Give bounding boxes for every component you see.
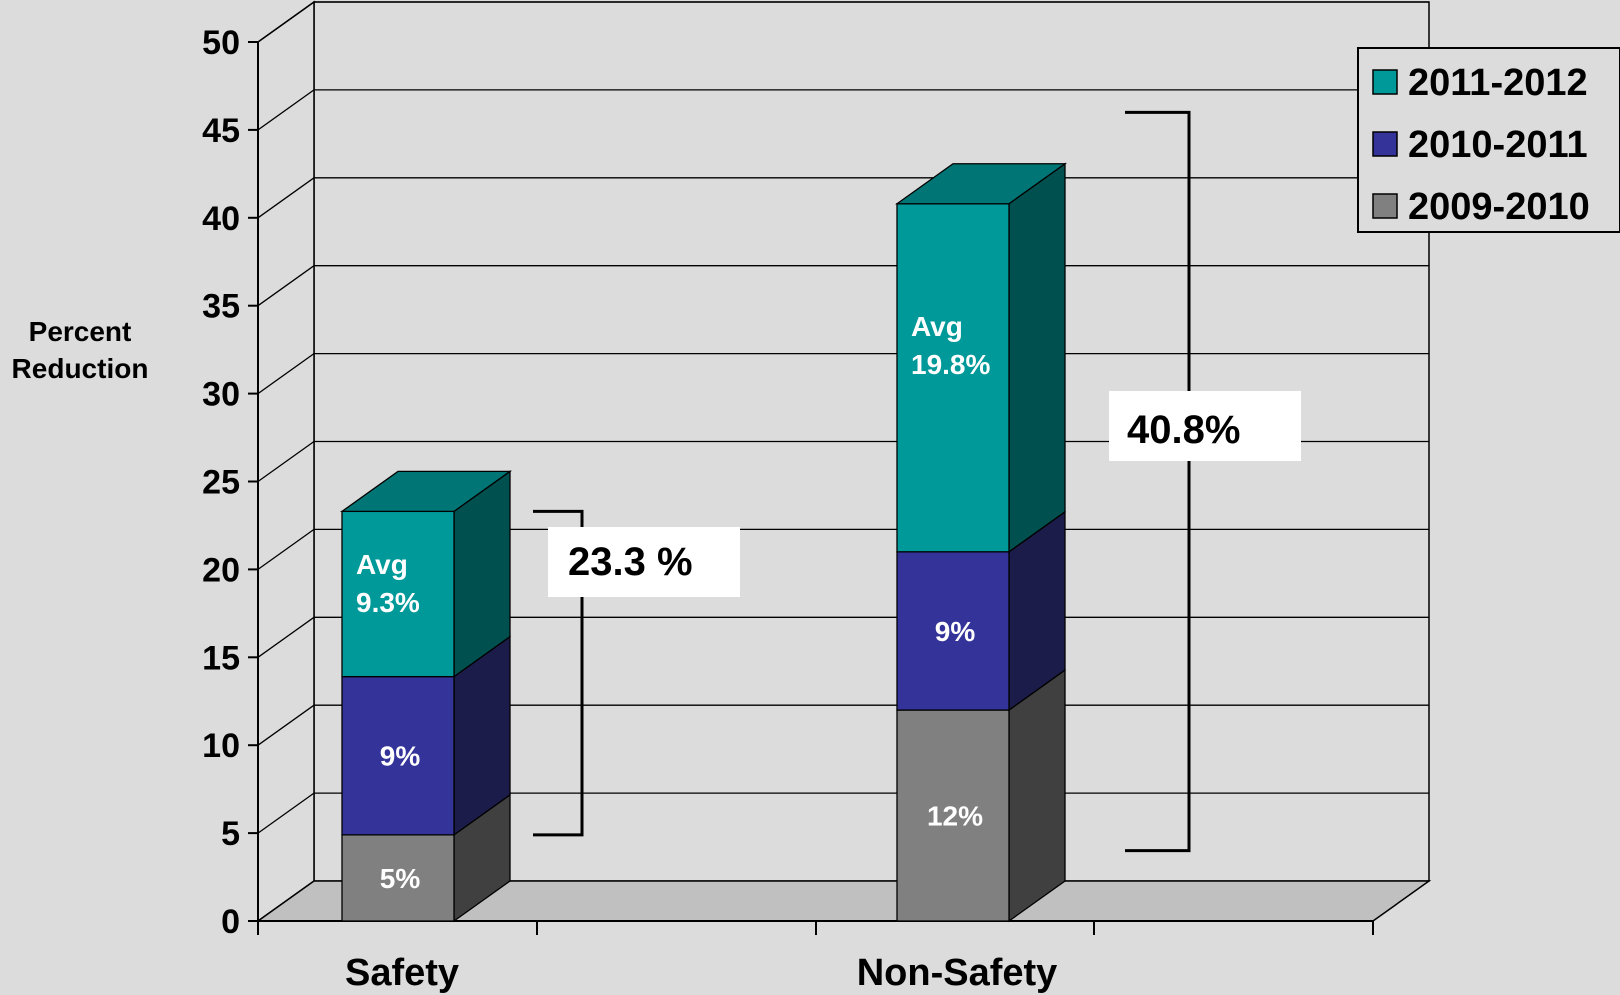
total-label: 40.8% [1127, 408, 1240, 452]
total-bracket [533, 509, 584, 837]
bars: 5% 9% Avg 9.3% 12% 9% Avg 19.8% [339, 162, 1068, 923]
y-tick-label: 20 [202, 551, 240, 589]
total-label-box [548, 527, 740, 597]
grid-line-side [257, 616, 315, 658]
x-category-label: Non-Safety [857, 952, 1058, 994]
bar-segment-2009-2010 [896, 709, 1010, 922]
y-tick-label: 15 [202, 639, 240, 677]
bar-side-2009-2010 [1008, 668, 1066, 923]
bar-data-label: 12% [927, 801, 983, 832]
bar-data-label: Avg [911, 311, 963, 342]
x-axis-categories: Safety Non-Safety [345, 952, 1057, 994]
bar-data-label: 5% [380, 863, 421, 894]
bar-segment-2009-2010 [341, 834, 455, 922]
y-tick-label: 35 [202, 288, 240, 326]
grid-line-side [257, 353, 315, 395]
y-tick-label: 10 [202, 727, 240, 765]
legend-label: 2009-2010 [1408, 186, 1590, 228]
total-label: 23.3 % [568, 540, 693, 584]
bar-top [894, 163, 1068, 205]
legend: 2011-2012 2010-2011 2009-2010 [1357, 47, 1620, 233]
legend-swatch [1372, 69, 1398, 95]
bar-data-label: 19.8% [911, 349, 990, 380]
bar-side-2011-2012 [1008, 162, 1066, 554]
total-brackets: 23.3 % 40.8% [533, 110, 1301, 853]
y-axis-label: Percent Reduction [12, 316, 149, 384]
legend-swatch [1372, 193, 1398, 219]
bar-segment-2010-2011 [896, 551, 1010, 711]
bar-segment-2010-2011 [341, 675, 455, 836]
y-tick-label: 40 [202, 200, 240, 238]
y-tick-label: 30 [202, 376, 240, 414]
grid-line-side [257, 89, 315, 131]
y-tick-label: 0 [221, 903, 240, 941]
grid-line-side [257, 528, 315, 570]
y-axis-label-line: Percent [29, 316, 132, 347]
grid-line-side [257, 1, 315, 43]
legend-label: 2010-2011 [1408, 124, 1588, 166]
total-label-box [1109, 391, 1301, 461]
y-axis-label-line: Reduction [12, 353, 149, 384]
bar-segment-2011-2012 [341, 510, 455, 678]
y-tick-label: 50 [202, 24, 240, 62]
legend-box [1357, 47, 1620, 233]
bar-data-label: 9.3% [356, 587, 420, 618]
legend-swatch [1372, 131, 1398, 157]
bar-data-label: 9% [935, 616, 976, 647]
y-tick-label: 45 [202, 112, 240, 150]
grid-line-side [257, 792, 315, 834]
bar-data-label: 9% [380, 741, 421, 772]
y-tick-label: 5 [221, 815, 240, 853]
legend-label: 2011-2012 [1408, 62, 1588, 104]
x-category-label: Safety [345, 952, 459, 994]
grid-line-side [257, 265, 315, 307]
bar-segment-2011-2012 [896, 203, 1010, 553]
grid-line-side [257, 177, 315, 219]
total-bracket [1125, 110, 1191, 853]
bar-top [339, 470, 513, 513]
y-tick-label: 25 [202, 464, 240, 502]
grid-line-side [257, 440, 315, 483]
bar-data-label: Avg [356, 549, 408, 580]
grid-line-side [257, 704, 315, 746]
